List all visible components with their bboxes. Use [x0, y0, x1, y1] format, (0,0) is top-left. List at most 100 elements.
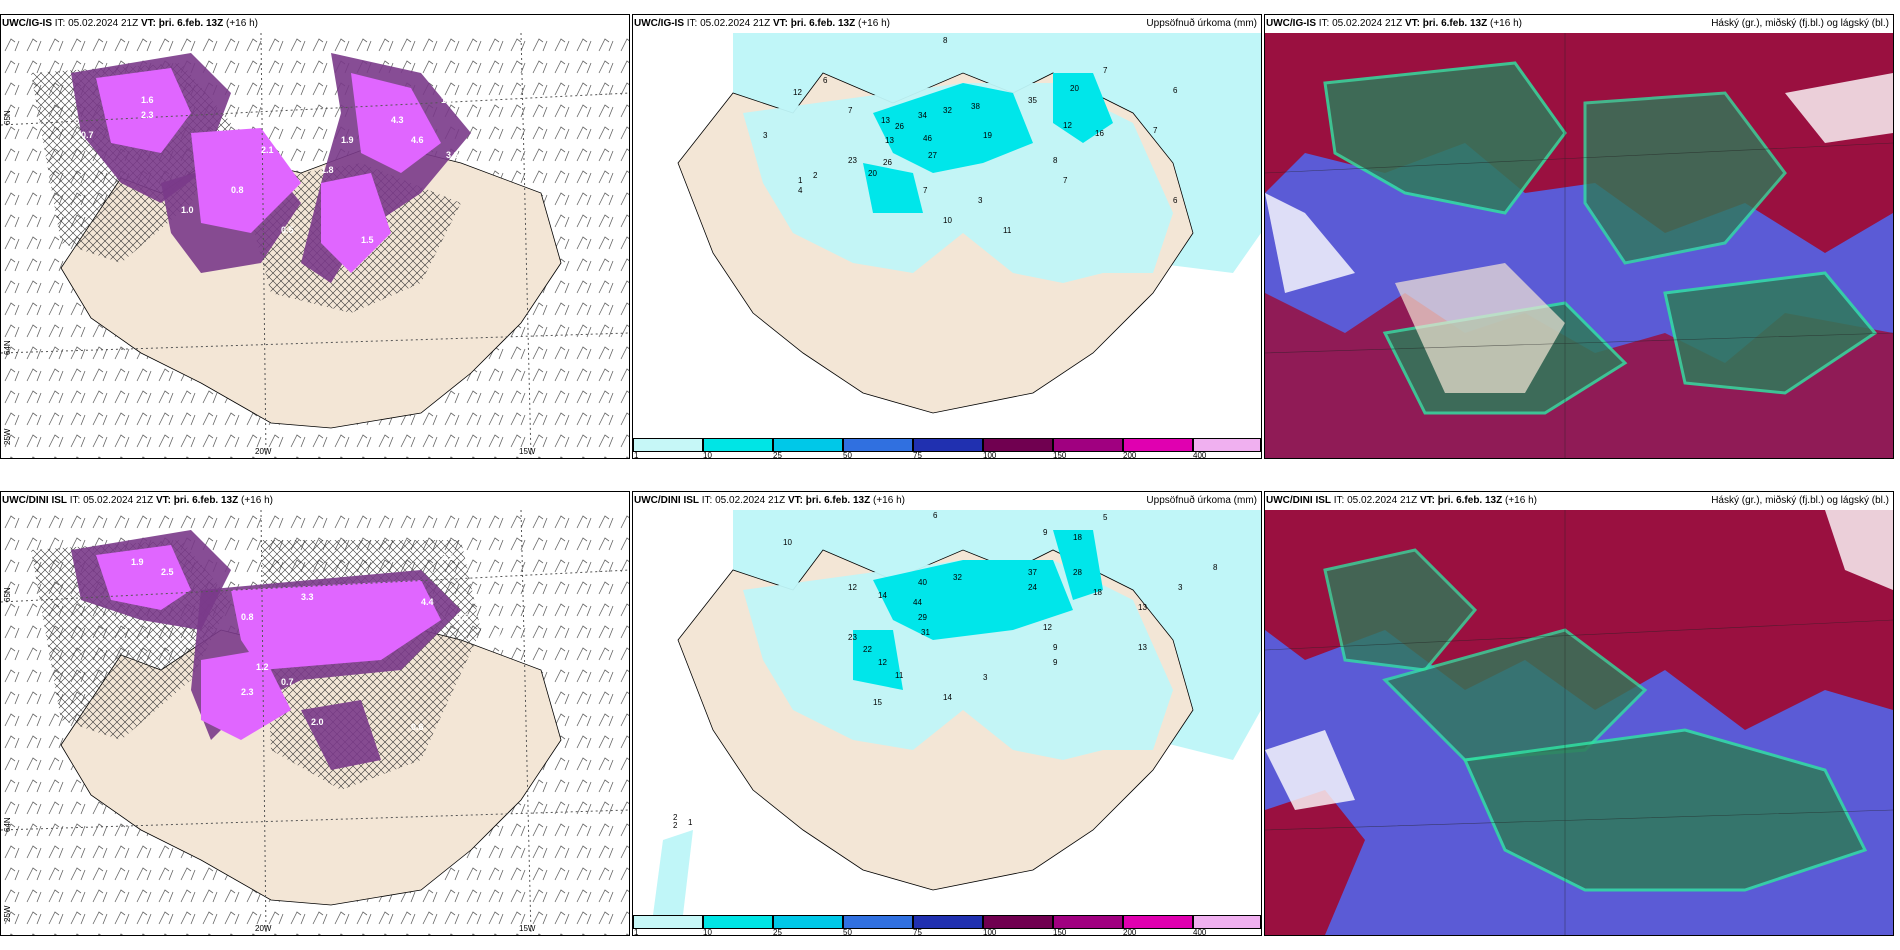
precip-station-value: 10: [783, 538, 792, 547]
model-name: UWC/IG-IS: [634, 18, 684, 29]
vt-value: þri. 6.feb. 13Z: [158, 18, 224, 29]
precip-station-value: 40: [918, 578, 927, 587]
it-label: IT:: [69, 495, 81, 506]
colorbar-label: 100: [983, 928, 997, 936]
colorbar-label: 150: [1053, 451, 1067, 459]
panel-header: UWC/IG-IS IT: 05.02.2024 21Z VT: þri. 6.…: [634, 17, 1257, 31]
colorbar-label: 100: [983, 451, 997, 459]
precip-max-label: 0.6: [411, 722, 424, 732]
precip-station-value: 46: [923, 134, 932, 143]
colorbar-label: 200: [1123, 451, 1137, 459]
precip-station-value: 13: [881, 116, 890, 125]
precip-station-value: 37: [1028, 568, 1037, 577]
lat-label-25: 25W: [3, 905, 12, 922]
lead-time: (+16 h): [226, 18, 258, 29]
precip-station-value: 35: [1028, 96, 1037, 105]
precip-station-value: 16: [1095, 129, 1104, 138]
colorbar-segment: [983, 915, 1053, 929]
precip-station-value: 1: [688, 818, 693, 827]
lead-time: (+16 h): [1490, 18, 1522, 29]
colorbar-label: 200: [1123, 928, 1137, 936]
vt-label: VT:: [772, 18, 788, 29]
colorbar-segment: [1193, 438, 1261, 452]
model-name: UWC/DINI ISL: [634, 495, 699, 506]
precip-station-value: 6: [1173, 86, 1178, 95]
precip-station-value: 20: [1070, 84, 1079, 93]
colorbar-segment: [913, 438, 983, 452]
colorbar-label: 1: [634, 451, 639, 459]
panel-header: UWC/IG-IS IT: 05.02.2024 21Z VT: þri. 6.…: [2, 17, 625, 31]
lat-label-64: 64N: [3, 340, 12, 355]
precip-station-value: 27: [928, 151, 937, 160]
precip-max-label: 0.7: [281, 677, 294, 687]
precip-station-value: 26: [895, 122, 904, 131]
colorbar: 1 10 25 50 75 100 150 200 400: [633, 438, 1261, 458]
precip-max-label: 3.6: [456, 612, 469, 622]
panel-title: Háský (gr.), miðský (fj.bl.) og lágský (…: [1711, 495, 1889, 506]
precip-station-value: 12: [1043, 623, 1052, 632]
colorbar-segment: [983, 438, 1053, 452]
precip-station-value: 6: [933, 511, 938, 520]
accum-precip-map: 8 7 3 6 7 12 13 34 32 38 35 20 12 16 13 …: [633, 33, 1261, 438]
precip-station-value: 6: [1173, 196, 1178, 205]
lead-time: (+16 h): [241, 495, 273, 506]
lat-label-64: 64N: [3, 817, 12, 832]
vt-value: þri. 6.feb. 13Z: [1422, 18, 1488, 29]
precip-station-value: 26: [883, 158, 892, 167]
precip-station-value: 2: [813, 171, 818, 180]
precip-max-label: 2.0: [311, 717, 324, 727]
colorbar-segment: [1053, 438, 1123, 452]
panel-title: Háský (gr.), miðský (fj.bl.) og lágský (…: [1711, 18, 1889, 29]
precip-max-label: 1.9: [131, 557, 144, 567]
precip-max-label: 0.8: [231, 185, 244, 195]
vt-value: þri. 6.feb. 13Z: [1437, 495, 1503, 506]
precip-max-label: 1.2: [256, 662, 269, 672]
precip-station-value: 28: [1073, 568, 1082, 577]
vt-value: þri. 6.feb. 13Z: [805, 495, 871, 506]
it-label: IT:: [1333, 495, 1345, 506]
precip-station-value: 14: [878, 591, 887, 600]
precip-station-value: 11: [1003, 226, 1012, 235]
it-value: 05.02.2024 21Z: [68, 18, 139, 29]
precip-station-value: 12: [878, 658, 887, 667]
colorbar-segment: [773, 438, 843, 452]
precip-station-value: 9: [1043, 528, 1048, 537]
precip-station-value: 7: [1103, 66, 1108, 75]
precip-station-value: 6: [823, 76, 828, 85]
precip-station-value: 7: [848, 106, 853, 115]
precip-max-label: 4.4: [421, 597, 434, 607]
precip-station-value: 12: [793, 88, 802, 97]
colorbar-segment: [633, 915, 703, 929]
colorbar-label: 25: [773, 928, 782, 936]
colorbar-segment: [1123, 915, 1193, 929]
colorbar-label: 1: [634, 928, 639, 936]
colorbar-label: 400: [1193, 451, 1207, 459]
it-value: 05.02.2024 21Z: [1332, 18, 1403, 29]
precip-station-value: 9: [1053, 643, 1058, 652]
vt-label: VT:: [787, 495, 803, 506]
lon-label-20w: 20W: [255, 447, 272, 456]
colorbar-label: 75: [913, 928, 922, 936]
panel-header: UWC/DINI ISL IT: 05.02.2024 21Z VT: þri.…: [634, 494, 1257, 508]
it-value: 05.02.2024 21Z: [1347, 495, 1418, 506]
vt-label: VT:: [155, 495, 171, 506]
precip-max-label: 2.3: [141, 110, 154, 120]
vt-label: VT:: [1404, 18, 1420, 29]
colorbar-segment: [843, 438, 913, 452]
precip-station-value: 7: [1153, 126, 1158, 135]
wind-precip-map: 1.6 2.3 0.7 1.0 2.1 4.3 4.6 3.6 1.9 1.8 …: [1, 33, 629, 458]
precip-station-value: 5: [1103, 513, 1108, 522]
it-label: IT:: [686, 18, 698, 29]
colorbar-label: 50: [843, 451, 852, 459]
precip-max-label: 3.3: [301, 592, 314, 602]
precip-max-label: 1.0: [181, 205, 194, 215]
precip-station-value: 23: [848, 156, 857, 165]
model-name: UWC/IG-IS: [1266, 18, 1316, 29]
colorbar-label: 25: [773, 451, 782, 459]
precip-station-value: 32: [953, 573, 962, 582]
precip-station-value: 18: [1073, 533, 1082, 542]
precip-max-label: 3.5: [441, 552, 454, 562]
precip-max-label: 0.4: [491, 632, 504, 642]
it-label: IT:: [701, 495, 713, 506]
precip-station-value: 23: [848, 633, 857, 642]
